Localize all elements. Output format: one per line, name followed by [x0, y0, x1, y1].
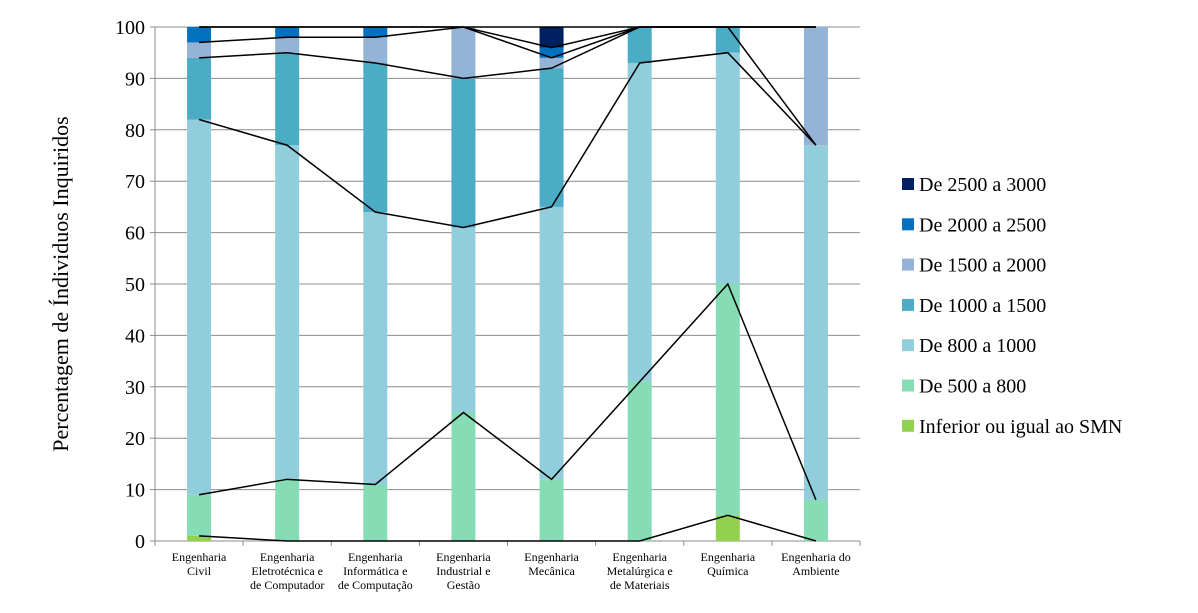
legend-label: De 2500 a 3000	[919, 174, 1046, 196]
bar-segment	[539, 47, 564, 58]
bar-segment	[187, 27, 212, 43]
x-tick-label: Engenharia do Ambiente	[781, 550, 851, 578]
bar-segment	[539, 27, 564, 48]
y-tick-label: 60	[125, 223, 145, 245]
x-tick-label: Engenharia Mecânica	[524, 550, 579, 578]
bar-segment	[627, 381, 652, 541]
bar-segment	[275, 52, 300, 146]
bar-segment	[627, 62, 652, 382]
legend-swatch	[902, 178, 914, 190]
bar-segment	[803, 145, 828, 500]
bar-segment	[451, 78, 476, 228]
x-tick-label: Engenharia Metalúrgica e de Materiais	[606, 550, 673, 592]
legend-swatch	[902, 379, 914, 392]
bar-segment	[539, 57, 564, 69]
y-tick-label: 40	[125, 325, 145, 347]
y-tick-label: 0	[135, 531, 145, 553]
legend-swatch	[902, 419, 914, 432]
x-tick-label: Engenharia Eletrotécnica e de Computador	[250, 550, 325, 592]
bar-segment	[363, 484, 388, 541]
legend-label: Inferior ou igual ao SMN	[919, 416, 1122, 438]
legend-label: De 1500 a 2000	[919, 255, 1046, 277]
bar-segment	[275, 145, 300, 480]
y-axis-label: Percentagem de Índividuos Inquiridos	[48, 116, 73, 451]
series-line	[199, 514, 817, 542]
series-line	[198, 282, 817, 501]
bar-segment	[715, 52, 740, 285]
y-tick-label: 100	[115, 17, 145, 39]
legend-swatch	[902, 339, 914, 352]
bar-segment	[363, 62, 388, 213]
bar-segment	[715, 284, 740, 516]
bar-segment	[539, 68, 564, 207]
bar-segment	[451, 27, 476, 79]
bar-segment	[187, 494, 212, 536]
bar-segment	[187, 119, 212, 495]
y-tick-label: 70	[125, 171, 145, 193]
bar-segment	[539, 206, 564, 480]
y-tick-label: 50	[125, 274, 145, 296]
series-line	[198, 51, 817, 229]
y-tick-label: 20	[125, 428, 145, 450]
bar-segment	[363, 212, 388, 485]
legend-label: De 1000 a 1500	[919, 295, 1046, 317]
bar-segment	[627, 27, 652, 63]
bar-segment	[803, 499, 828, 541]
bar-segment	[803, 27, 828, 146]
x-tick-label: Engenharia Civil	[171, 550, 227, 578]
bar-segment	[275, 479, 300, 541]
y-tick-label: 90	[125, 68, 145, 90]
legend-swatch	[902, 298, 914, 311]
bar-segment	[539, 479, 564, 541]
bar-segment	[715, 27, 740, 53]
bar-segment	[275, 27, 300, 38]
legend-swatch	[902, 258, 914, 271]
bar-segment	[715, 515, 740, 541]
legend-label: De 800 a 1000	[919, 335, 1036, 357]
bar-segment	[363, 27, 388, 38]
bar-segment	[451, 412, 476, 541]
y-tick-label: 80	[125, 120, 145, 142]
y-tick-label: 30	[125, 377, 145, 399]
bar-segment	[363, 37, 388, 63]
bar-segment	[187, 57, 212, 120]
x-tick-label: Engenharia Química	[700, 550, 756, 578]
legend-label: De 2000 a 2500	[919, 214, 1046, 236]
bar-segment	[451, 227, 476, 413]
bar-segment	[187, 42, 212, 58]
bar-segment	[187, 535, 212, 541]
x-tick-label: Engenharia Informática e de Computação	[337, 550, 413, 592]
y-tick-label: 10	[125, 480, 145, 502]
legend-swatch	[902, 218, 914, 231]
bar-segment	[275, 37, 300, 53]
legend-label: De 500 a 800	[919, 376, 1026, 398]
x-tick-label: Engenharia Industrial e Gestão	[436, 550, 491, 592]
